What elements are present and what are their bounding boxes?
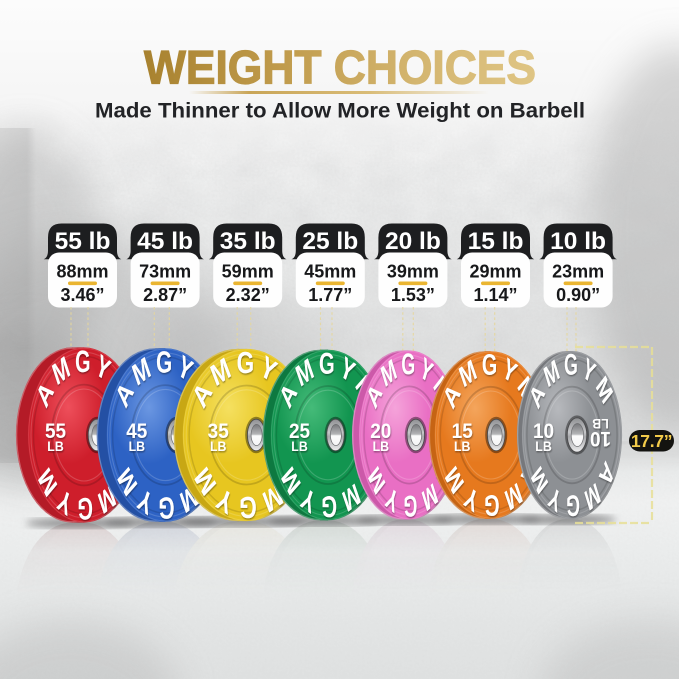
svg-text:WEIGHT CHOICES: WEIGHT CHOICES (144, 41, 536, 94)
svg-text:LB: LB (291, 438, 307, 454)
svg-text:17.7”: 17.7” (631, 431, 672, 451)
svg-text:39mm: 39mm (387, 262, 439, 282)
svg-text:55: 55 (45, 420, 66, 443)
svg-text:29mm: 29mm (469, 262, 521, 282)
svg-text:15: 15 (452, 420, 473, 443)
svg-text:LB: LB (592, 416, 608, 432)
svg-text:59mm: 59mm (222, 262, 274, 282)
svg-text:23mm: 23mm (552, 262, 604, 282)
svg-text:1.14”: 1.14” (473, 285, 517, 305)
svg-text:Made Thinner to Allow More Wei: Made Thinner to Allow More Weight on Bar… (95, 99, 585, 123)
svg-text:55 lb: 55 lb (55, 228, 111, 255)
svg-text:88mm: 88mm (56, 262, 108, 282)
svg-text:10: 10 (533, 420, 554, 443)
svg-text:10: 10 (590, 427, 611, 450)
svg-text:2.32”: 2.32” (226, 285, 270, 305)
svg-text:15 lb: 15 lb (468, 228, 524, 255)
svg-text:LB: LB (454, 438, 470, 454)
svg-text:20 lb: 20 lb (385, 228, 441, 255)
svg-text:0.90”: 0.90” (556, 285, 600, 305)
svg-text:2.87”: 2.87” (143, 285, 187, 305)
svg-text:LB: LB (373, 438, 389, 454)
svg-text:20: 20 (370, 420, 391, 443)
svg-text:45mm: 45mm (304, 262, 356, 282)
svg-text:LB: LB (210, 438, 226, 454)
svg-text:LB: LB (47, 438, 63, 454)
svg-text:1.77”: 1.77” (308, 285, 352, 305)
svg-text:35 lb: 35 lb (220, 228, 276, 255)
svg-text:35: 35 (208, 420, 229, 443)
svg-text:45: 45 (126, 420, 147, 443)
svg-text:LB: LB (129, 438, 145, 454)
svg-text:3.46”: 3.46” (60, 285, 104, 305)
svg-text:LB: LB (535, 438, 551, 454)
svg-text:25 lb: 25 lb (302, 228, 358, 255)
svg-text:45 lb: 45 lb (137, 228, 193, 255)
svg-text:25: 25 (289, 420, 310, 443)
svg-text:10 lb: 10 lb (550, 228, 606, 255)
svg-text:1.53”: 1.53” (391, 285, 435, 305)
svg-text:73mm: 73mm (139, 262, 191, 282)
